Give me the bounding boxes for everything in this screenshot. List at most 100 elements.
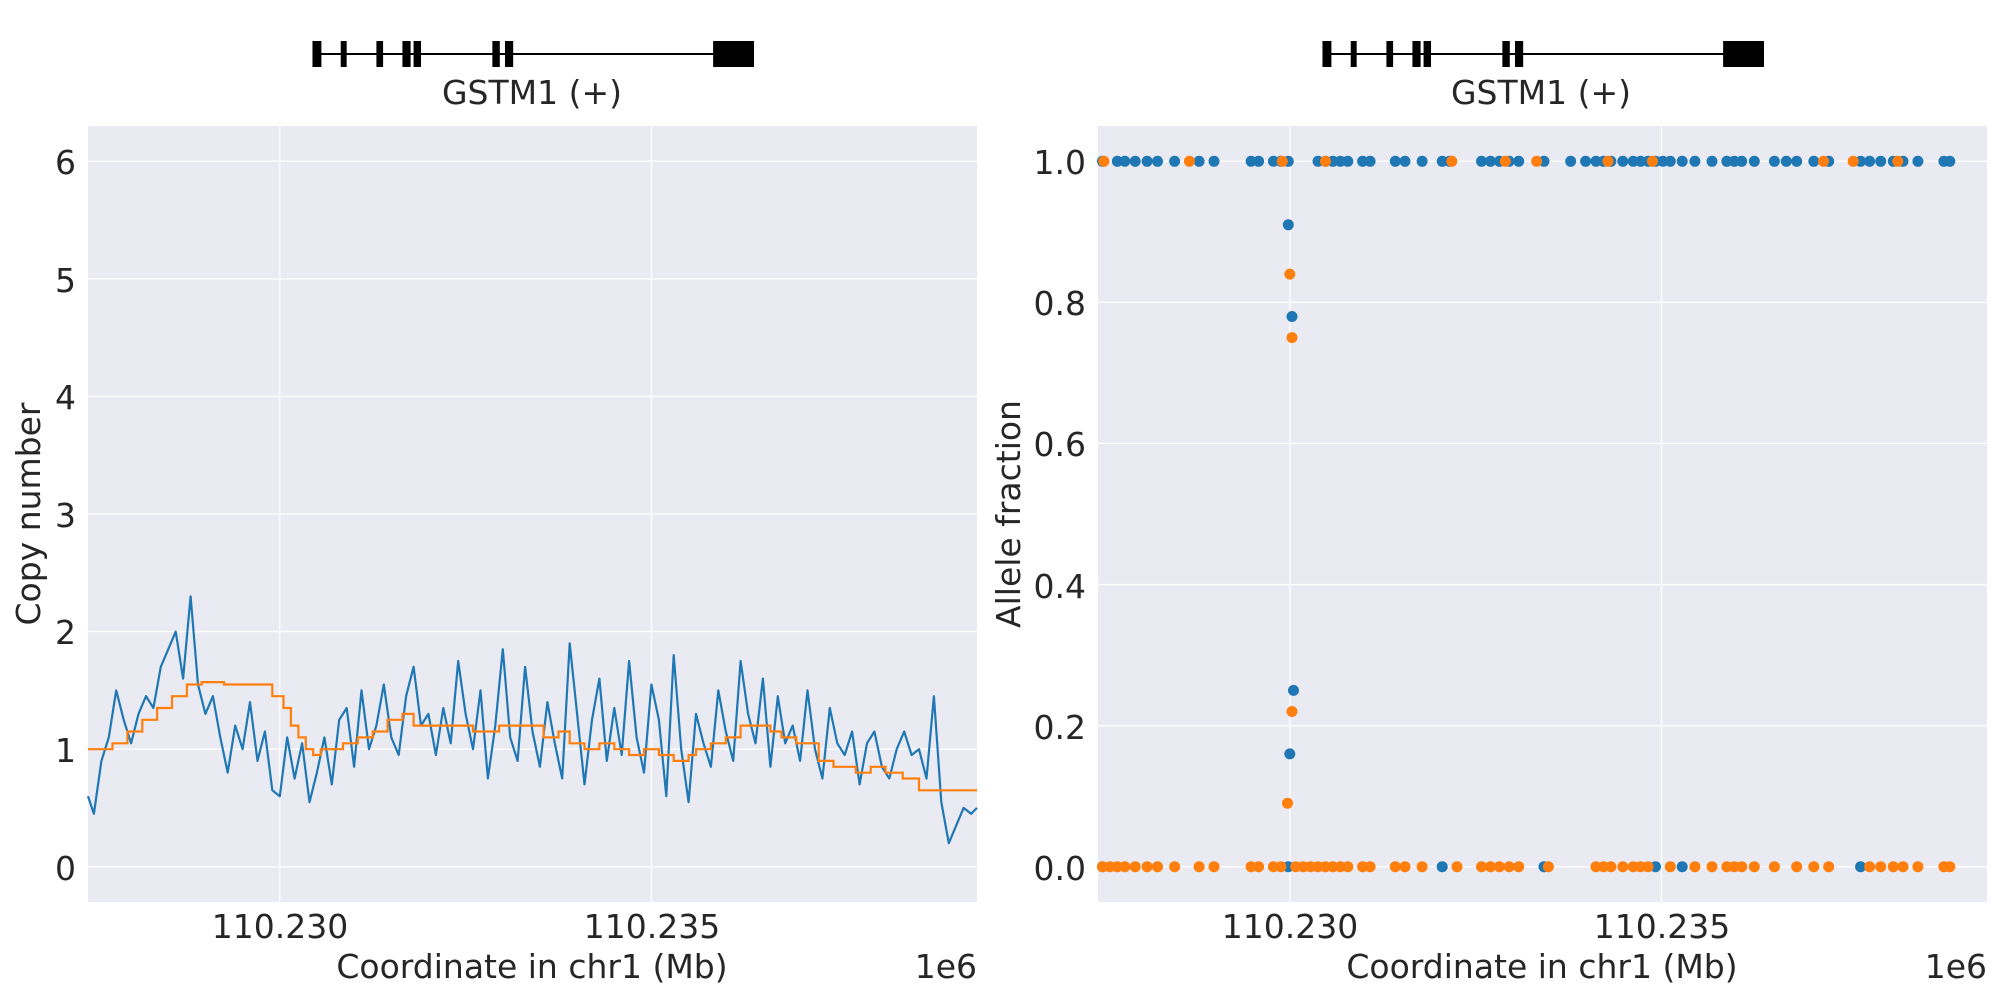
allele-point-orange <box>1320 155 1331 167</box>
allele-point-blue <box>1791 155 1803 167</box>
allele-point-orange <box>1098 155 1110 167</box>
x-tick-label: 110.230 <box>1222 907 1358 946</box>
allele-point-blue <box>1580 155 1592 167</box>
allele-point-orange <box>1282 797 1293 809</box>
allele-point-blue <box>1736 155 1748 167</box>
series-layer <box>86 595 978 845</box>
y-tick-label: 0 <box>55 849 76 888</box>
y-tick-label: 4 <box>55 378 76 417</box>
gene-exon <box>492 41 500 67</box>
allele-point-orange <box>1605 861 1617 873</box>
allele-point-orange <box>1542 861 1554 873</box>
y-tick-label: 0.4 <box>1034 567 1086 606</box>
allele-point-orange <box>1706 861 1718 873</box>
allele-point-orange <box>1499 155 1511 167</box>
y-ticks: 0.0 0.2 0.4 0.6 0.8 1.0 <box>1034 143 1086 888</box>
allele-point-orange <box>1193 861 1205 873</box>
allele-point-orange <box>1791 861 1803 873</box>
allele-point-blue <box>1875 155 1887 167</box>
gene-exon <box>1723 41 1765 67</box>
allele-point-blue <box>1253 155 1265 167</box>
y-ticks: 0 1 2 3 4 5 6 <box>55 143 76 888</box>
allele-point-orange <box>1617 861 1629 873</box>
allele-point-orange <box>1389 861 1401 873</box>
allele-point-orange <box>1119 861 1131 873</box>
allele-point-blue <box>1436 861 1448 873</box>
x-axis-label: Coordinate in chr1 (Mb) <box>336 947 727 986</box>
x-axis-label: Coordinate in chr1 (Mb) <box>1346 947 1737 986</box>
allele-point-orange <box>1275 861 1287 873</box>
allele-point-orange <box>1276 155 1288 167</box>
allele-point-blue <box>1208 155 1220 167</box>
allele-point-orange <box>1183 155 1195 167</box>
allele-point-orange <box>1736 861 1748 873</box>
allele-point-blue <box>1284 748 1296 760</box>
allele-point-blue <box>1689 155 1701 167</box>
gene-label: GSTM1 (+) <box>442 73 622 112</box>
gene-exon <box>1514 41 1524 67</box>
gene-track <box>312 41 755 67</box>
allele-point-blue <box>1768 155 1780 167</box>
allele-point-blue <box>1416 155 1428 167</box>
allele-point-orange <box>1887 861 1899 873</box>
allele-point-orange <box>1152 861 1163 873</box>
allele-point-blue <box>1389 155 1401 167</box>
y-tick-label: 6 <box>55 143 76 182</box>
allele-point-orange <box>1485 861 1496 873</box>
allele-point-orange <box>1944 861 1956 873</box>
gene-exon <box>504 41 514 67</box>
x-ticks: 110.230 110.235 <box>1222 907 1730 946</box>
allele-point-orange <box>1818 155 1829 167</box>
x-tick-label: 110.230 <box>212 907 348 946</box>
gene-exon <box>713 41 755 67</box>
allele-point-blue <box>1282 219 1294 231</box>
gene-label: GSTM1 (+) <box>1451 73 1631 112</box>
x-ticks: 110.230 110.235 <box>212 907 720 946</box>
allele-point-orange <box>1689 861 1701 873</box>
gene-exon <box>340 41 347 67</box>
allele-point-orange <box>1208 861 1220 873</box>
allele-point-blue <box>1944 155 1956 167</box>
gene-exon <box>1502 41 1510 67</box>
allele-point-orange <box>1808 861 1820 873</box>
allele-point-blue <box>1152 155 1163 167</box>
allele-point-orange <box>1892 155 1904 167</box>
allele-point-orange <box>1513 861 1525 873</box>
allele-point-orange <box>1451 861 1463 873</box>
y-tick-label: 0.8 <box>1034 284 1086 323</box>
y-axis-label: Allele fraction <box>989 400 1028 628</box>
allele-point-blue <box>1808 155 1820 167</box>
y-tick-label: 3 <box>55 496 76 535</box>
allele-point-blue <box>1864 155 1876 167</box>
allele-point-blue <box>1676 155 1688 167</box>
allele-point-orange <box>1129 861 1141 873</box>
gene-exon <box>1423 41 1432 67</box>
allele-point-blue <box>1286 311 1298 322</box>
allele-point-orange <box>1286 706 1298 717</box>
allele-point-orange <box>1284 268 1296 280</box>
allele-point-blue <box>1485 155 1496 167</box>
x-tick-label: 110.235 <box>584 907 720 946</box>
allele-point-orange <box>1864 861 1876 873</box>
allele-point-orange <box>1169 861 1181 873</box>
y-tick-label: 0.0 <box>1034 849 1086 888</box>
gene-exon <box>376 41 384 67</box>
allele-point-blue <box>1288 684 1299 696</box>
allele-point-blue <box>1855 861 1867 873</box>
allele-point-orange <box>1531 155 1543 167</box>
copy-number-series <box>86 595 978 845</box>
y-tick-label: 1 <box>55 731 76 770</box>
allele-point-blue <box>1912 155 1924 167</box>
allele-point-blue <box>1342 155 1354 167</box>
allele-point-orange <box>1847 155 1859 167</box>
segment-step-series <box>88 681 977 792</box>
series-layer <box>1097 155 1956 873</box>
allele-point-blue <box>1364 155 1376 167</box>
allele-point-blue <box>1617 155 1629 167</box>
allele-point-orange <box>1897 861 1909 873</box>
allele-point-blue <box>1565 155 1577 167</box>
allele-point-orange <box>1647 155 1658 167</box>
allele-point-orange <box>1493 861 1505 873</box>
copy-number-panel: GSTM1 (+) 0 1 2 3 4 5 6 110.230 110.235 … <box>9 41 978 986</box>
